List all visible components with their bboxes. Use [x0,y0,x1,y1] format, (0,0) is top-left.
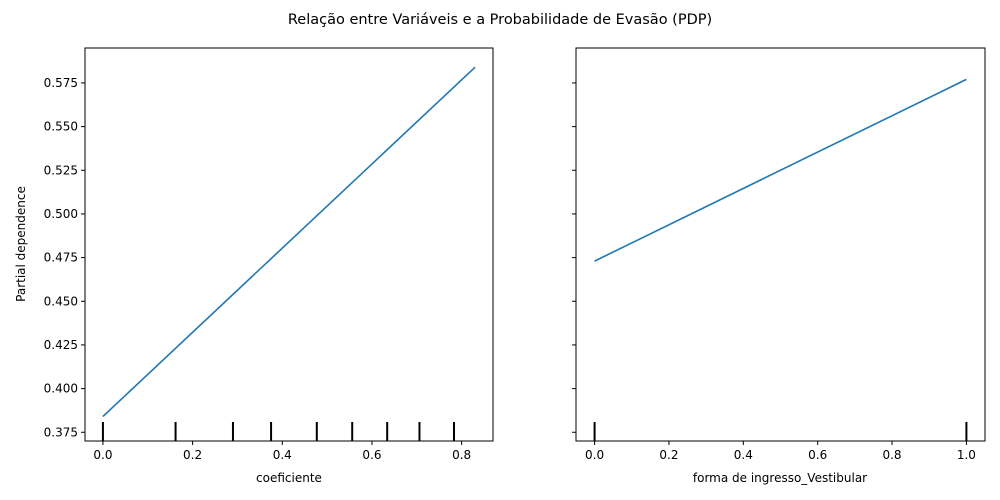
x-tick-label: 0.0 [585,448,604,462]
y-tick-label: 0.425 [44,338,78,352]
x-tick-label: 0.4 [734,448,753,462]
y-axis-ticks: 0.375 0.400 0.425 0.450 0.475 0.500 0.525 0.550… [44,76,85,439]
pd-line [102,66,476,418]
x-axis-ticks: 0.0 0.2 0.4 0.6 0.8 1.0 [585,441,976,462]
rug-marks [593,422,968,441]
x-axis-ticks: 0.0 0.2 0.4 0.6 0.8 [93,441,471,462]
x-tick-label: 0.6 [362,448,381,462]
x-tick-label: 0.2 [183,448,202,462]
x-tick-label: 0.6 [808,448,827,462]
rug-marks [101,422,455,441]
x-tick-label: 0.2 [659,448,678,462]
plot-area-frame [84,47,494,442]
y-axis-ticks [572,82,576,433]
x-axis-label: coeficiente [256,471,322,485]
pd-lines [102,66,476,418]
y-tick-label: 0.500 [44,207,78,221]
x-tick-label: 1.0 [957,448,976,462]
y-tick-label: 0.550 [44,120,78,134]
x-tick-label: 0.4 [273,448,292,462]
y-tick-label: 0.575 [44,76,78,90]
y-axis-label: Partial dependence [14,186,28,302]
x-tick-label: 0.0 [93,448,112,462]
x-axis-label: forma de ingresso_Vestibular [693,471,867,485]
x-tick-label: 0.8 [452,448,471,462]
y-tick-label: 0.475 [44,251,78,265]
pd-lines [594,78,967,262]
pdp-panel-coeficiente: 0.375 0.400 0.425 0.450 0.475 0.500 0.525 0.550… [14,47,494,485]
y-tick-label: 0.525 [44,163,78,177]
x-tick-label: 0.8 [882,448,901,462]
y-tick-label: 0.375 [44,425,78,439]
pdp-panel-forma-ingresso: 0.0 0.2 0.4 0.6 0.8 1.0 forma de ingresso_Ves… [572,47,986,485]
y-tick-label: 0.400 [44,382,78,396]
pd-line [594,78,967,262]
y-tick-label: 0.450 [44,294,78,308]
figure-title: Relação entre Variáveis e a Probabilidad… [288,12,712,28]
plot-area-frame [575,47,986,442]
